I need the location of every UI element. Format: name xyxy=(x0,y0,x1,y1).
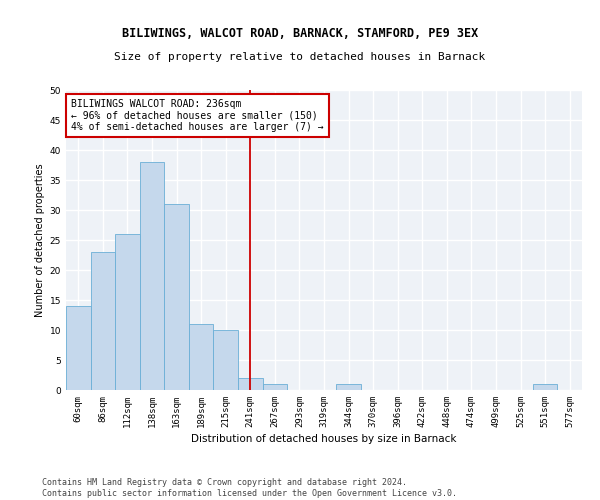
Text: BILIWINGS WALCOT ROAD: 236sqm
← 96% of detached houses are smaller (150)
4% of s: BILIWINGS WALCOT ROAD: 236sqm ← 96% of d… xyxy=(71,99,324,132)
Bar xyxy=(214,330,238,390)
Bar xyxy=(140,162,164,390)
Bar xyxy=(115,234,140,390)
Bar xyxy=(533,384,557,390)
Bar xyxy=(189,324,214,390)
X-axis label: Distribution of detached houses by size in Barnack: Distribution of detached houses by size … xyxy=(191,434,457,444)
Bar xyxy=(164,204,189,390)
Text: BILIWINGS, WALCOT ROAD, BARNACK, STAMFORD, PE9 3EX: BILIWINGS, WALCOT ROAD, BARNACK, STAMFOR… xyxy=(122,27,478,40)
Bar xyxy=(66,306,91,390)
Text: Size of property relative to detached houses in Barnack: Size of property relative to detached ho… xyxy=(115,52,485,62)
Text: Contains HM Land Registry data © Crown copyright and database right 2024.
Contai: Contains HM Land Registry data © Crown c… xyxy=(42,478,457,498)
Bar xyxy=(91,252,115,390)
Bar xyxy=(336,384,361,390)
Y-axis label: Number of detached properties: Number of detached properties xyxy=(35,163,46,317)
Bar xyxy=(238,378,263,390)
Bar xyxy=(263,384,287,390)
